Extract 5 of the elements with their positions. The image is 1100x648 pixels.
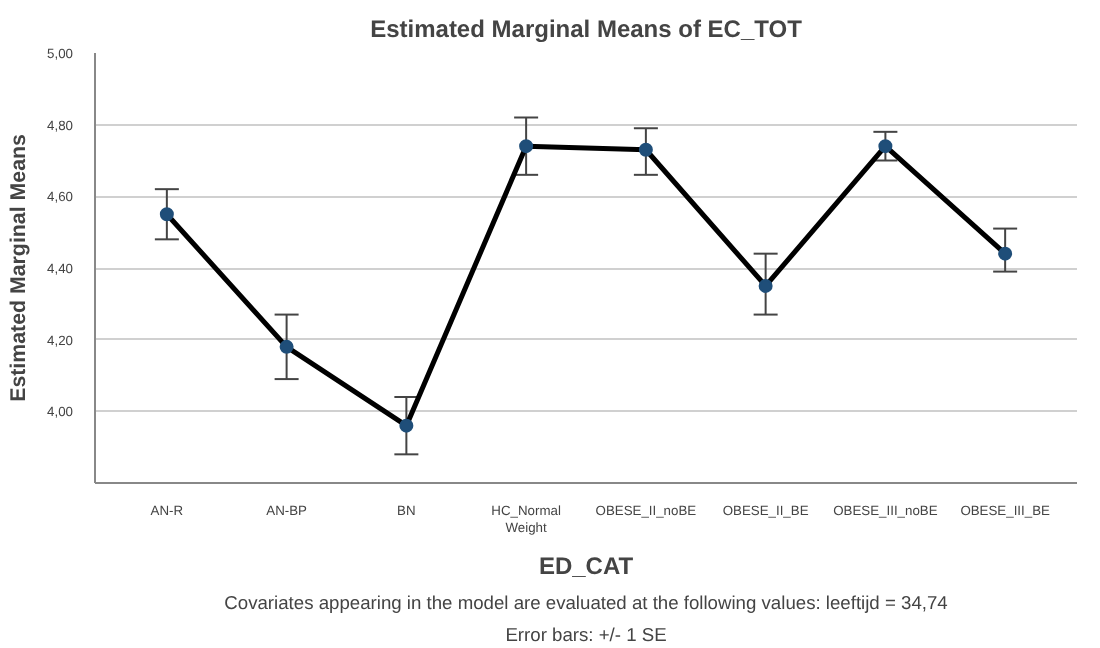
text: Covariates appearing in the model are evaluated at the following values: leeftijd = 34,74	[224, 593, 948, 613]
y-axis-title: Estimated Marginal Means	[7, 134, 32, 402]
text: Error bars: +/- 1 SE	[505, 625, 667, 645]
chart-title: Estimated Marginal Means of EC_TOT	[370, 15, 804, 43]
x-axis-title: ED_CAT	[538, 551, 635, 580]
